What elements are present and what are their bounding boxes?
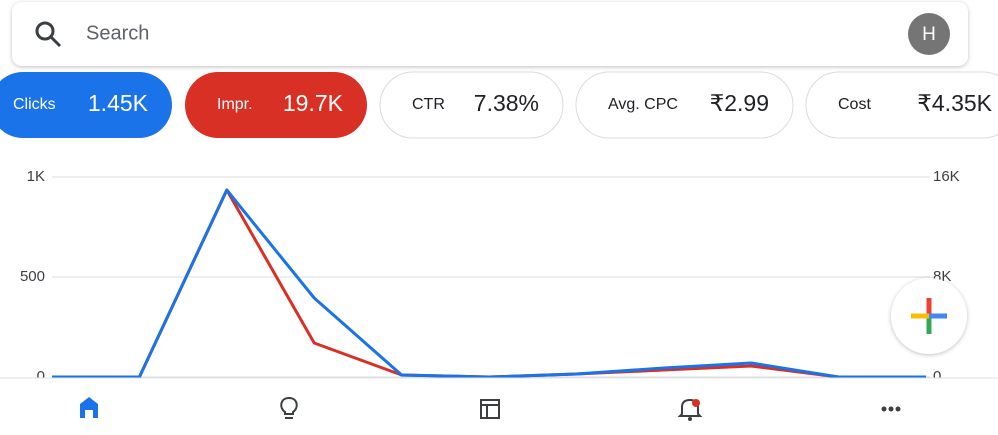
metric-label: Clicks — [13, 96, 56, 113]
y-tick-label: 500 — [20, 268, 45, 285]
metric-label: Cost — [838, 96, 871, 113]
y2-tick-label: 16K — [933, 168, 960, 185]
nav-campaigns[interactable] — [480, 399, 500, 419]
metric-chip[interactable] — [575, 71, 794, 139]
metric-label: Avg. CPC — [608, 96, 678, 113]
nav-more[interactable] — [881, 406, 901, 412]
metric-value: 7.38% — [474, 90, 539, 116]
metric-label: Impr. — [217, 96, 253, 113]
metric-value: 1.45K — [88, 90, 149, 116]
avatar-letter: H — [922, 24, 936, 45]
metric-label: CTR — [412, 96, 445, 113]
metric-chips: Clicks 1.45K Impr. 19.7K CTR 7.38% Avg. CPC ₹2.… — [0, 71, 998, 139]
search-bar[interactable] — [12, 2, 968, 66]
search-icon — [35, 21, 62, 48]
y2-tick-label: 0 — [933, 368, 941, 385]
add-icon — [911, 298, 947, 334]
y-tick-label: 0 — [37, 368, 45, 385]
metric-value: 19.7K — [283, 90, 344, 116]
search-placeholder[interactable]: Search — [86, 22, 149, 44]
metric-value: ₹2.99 — [710, 90, 769, 116]
nav-ideas[interactable] — [280, 396, 298, 419]
nav-home[interactable] — [80, 397, 98, 418]
y-tick-label: 1K — [27, 168, 45, 185]
metric-chip[interactable] — [0, 72, 172, 138]
metric-chip[interactable] — [379, 71, 564, 139]
series-line — [52, 188, 926, 379]
metric-value: ₹4.35K — [917, 90, 992, 116]
metric-chip[interactable] — [185, 72, 367, 138]
avatar[interactable] — [908, 13, 950, 55]
metric-chip[interactable] — [805, 71, 998, 139]
nav-notifications[interactable] — [677, 398, 703, 421]
